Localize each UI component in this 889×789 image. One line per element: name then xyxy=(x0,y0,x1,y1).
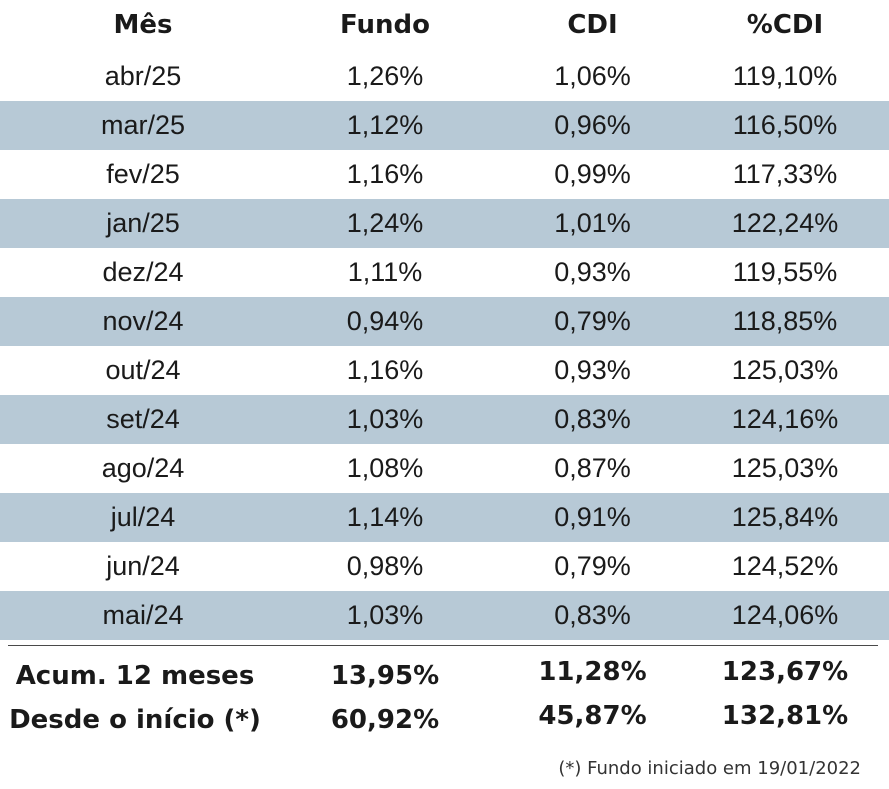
table-header: Mês Fundo CDI %CDI xyxy=(0,0,889,52)
header-cdi: CDI xyxy=(567,10,618,40)
cdi-cell: 0,91% xyxy=(554,502,631,532)
cdi-cell: 0,83% xyxy=(554,600,631,630)
pct-cdi-cell: 124,06% xyxy=(731,600,839,630)
summary-divider xyxy=(8,645,878,646)
pct-cdi-cell: 122,24% xyxy=(731,208,839,238)
pct-cdi-cell: 124,16% xyxy=(731,404,839,434)
fund-cell: 1,08% xyxy=(346,453,424,483)
pct-cdi-cell: 118,85% xyxy=(732,306,838,336)
cdi-cell: 1,01% xyxy=(554,208,631,238)
pct-cdi-cell: 116,50% xyxy=(732,110,838,140)
fund-cell: 1,16% xyxy=(346,159,424,189)
summary-label: Acum. 12 meses xyxy=(15,661,255,691)
header-month: Mês xyxy=(113,10,173,40)
pct-cdi-cell: 125,84% xyxy=(731,502,839,532)
fund-cell: 1,24% xyxy=(346,208,424,238)
table-row: fev/25 1,16% 0,99% 117,33% xyxy=(0,150,889,199)
fund-cell: 1,26% xyxy=(346,61,424,91)
table-row: abr/25 1,26% 1,06% 119,10% xyxy=(0,52,889,101)
fund-cell: 1,16% xyxy=(346,355,424,385)
month-cell: jul/24 xyxy=(110,502,176,532)
fund-cell: 1,03% xyxy=(346,600,424,630)
cdi-cell: 0,79% xyxy=(554,306,631,336)
month-cell: mai/24 xyxy=(102,600,184,630)
month-cell: abr/25 xyxy=(104,61,182,91)
month-cell: ago/24 xyxy=(101,453,185,483)
summary-label: Desde o início (*) xyxy=(9,705,261,735)
month-cell: jan/25 xyxy=(106,208,180,238)
month-cell: jun/24 xyxy=(106,551,180,581)
pct-cdi-cell: 125,03% xyxy=(731,453,839,483)
cdi-cell: 0,96% xyxy=(554,110,631,140)
table-row: mar/25 1,12% 0,96% 116,50% xyxy=(0,101,889,150)
header-fund: Fundo xyxy=(340,10,430,40)
table-row: ago/24 1,08% 0,87% 125,03% xyxy=(0,444,889,493)
pct-cdi-cell: 124,52% xyxy=(731,551,839,581)
month-cell: set/24 xyxy=(106,404,180,434)
fund-cell: 0,94% xyxy=(346,306,424,336)
summary-row-12m: Acum. 12 meses 13,95% 11,28% 123,67% xyxy=(0,654,889,698)
month-cell: nov/24 xyxy=(102,306,184,336)
table-row: set/24 1,03% 0,83% 124,16% xyxy=(0,395,889,444)
pct-cdi-cell: 119,10% xyxy=(732,61,838,91)
month-cell: mar/25 xyxy=(100,110,186,140)
table-row: jan/25 1,24% 1,01% 122,24% xyxy=(0,199,889,248)
pct-cdi-cell: 119,55% xyxy=(732,257,838,287)
cdi-cell: 0,99% xyxy=(554,159,631,189)
fund-cell: 1,12% xyxy=(346,110,424,140)
fund-cell: 1,14% xyxy=(346,502,424,532)
table-row: dez/24 1,11% 0,93% 119,55% xyxy=(0,248,889,297)
footnote: (*) Fundo iniciado em 19/01/2022 xyxy=(558,758,861,779)
pct-cdi-cell: 125,03% xyxy=(731,355,839,385)
cdi-cell: 0,87% xyxy=(554,453,631,483)
cdi-cell: 0,79% xyxy=(554,551,631,581)
table-row: out/24 1,16% 0,93% 125,03% xyxy=(0,346,889,395)
fund-cell: 0,98% xyxy=(346,551,424,581)
pct-cdi-cell: 117,33% xyxy=(732,159,838,189)
cdi-cell: 0,93% xyxy=(554,257,631,287)
table-row: jul/24 1,14% 0,91% 125,84% xyxy=(0,493,889,542)
month-cell: out/24 xyxy=(105,355,181,385)
fund-cell: 1,11% xyxy=(347,257,423,287)
summary-pct-cdi: 123,67% xyxy=(721,657,849,687)
summary-cdi: 45,87% xyxy=(538,701,647,731)
table-row: nov/24 0,94% 0,79% 118,85% xyxy=(0,297,889,346)
summary-row-inception: Desde o início (*) 60,92% 45,87% 132,81% xyxy=(0,698,889,742)
cdi-cell: 0,93% xyxy=(554,355,631,385)
fund-cell: 1,03% xyxy=(346,404,424,434)
cdi-cell: 1,06% xyxy=(554,61,631,91)
header-pct-cdi: %CDI xyxy=(746,10,824,40)
month-cell: fev/25 xyxy=(106,159,180,189)
table-row: jun/24 0,98% 0,79% 124,52% xyxy=(0,542,889,591)
summary-pct-cdi: 132,81% xyxy=(721,701,849,731)
summary-fund: 13,95% xyxy=(330,661,440,691)
cdi-cell: 0,83% xyxy=(554,404,631,434)
month-cell: dez/24 xyxy=(102,257,184,287)
table-row: mai/24 1,03% 0,83% 124,06% xyxy=(0,591,889,640)
summary-fund: 60,92% xyxy=(330,705,440,735)
summary-cdi: 11,28% xyxy=(538,657,647,687)
